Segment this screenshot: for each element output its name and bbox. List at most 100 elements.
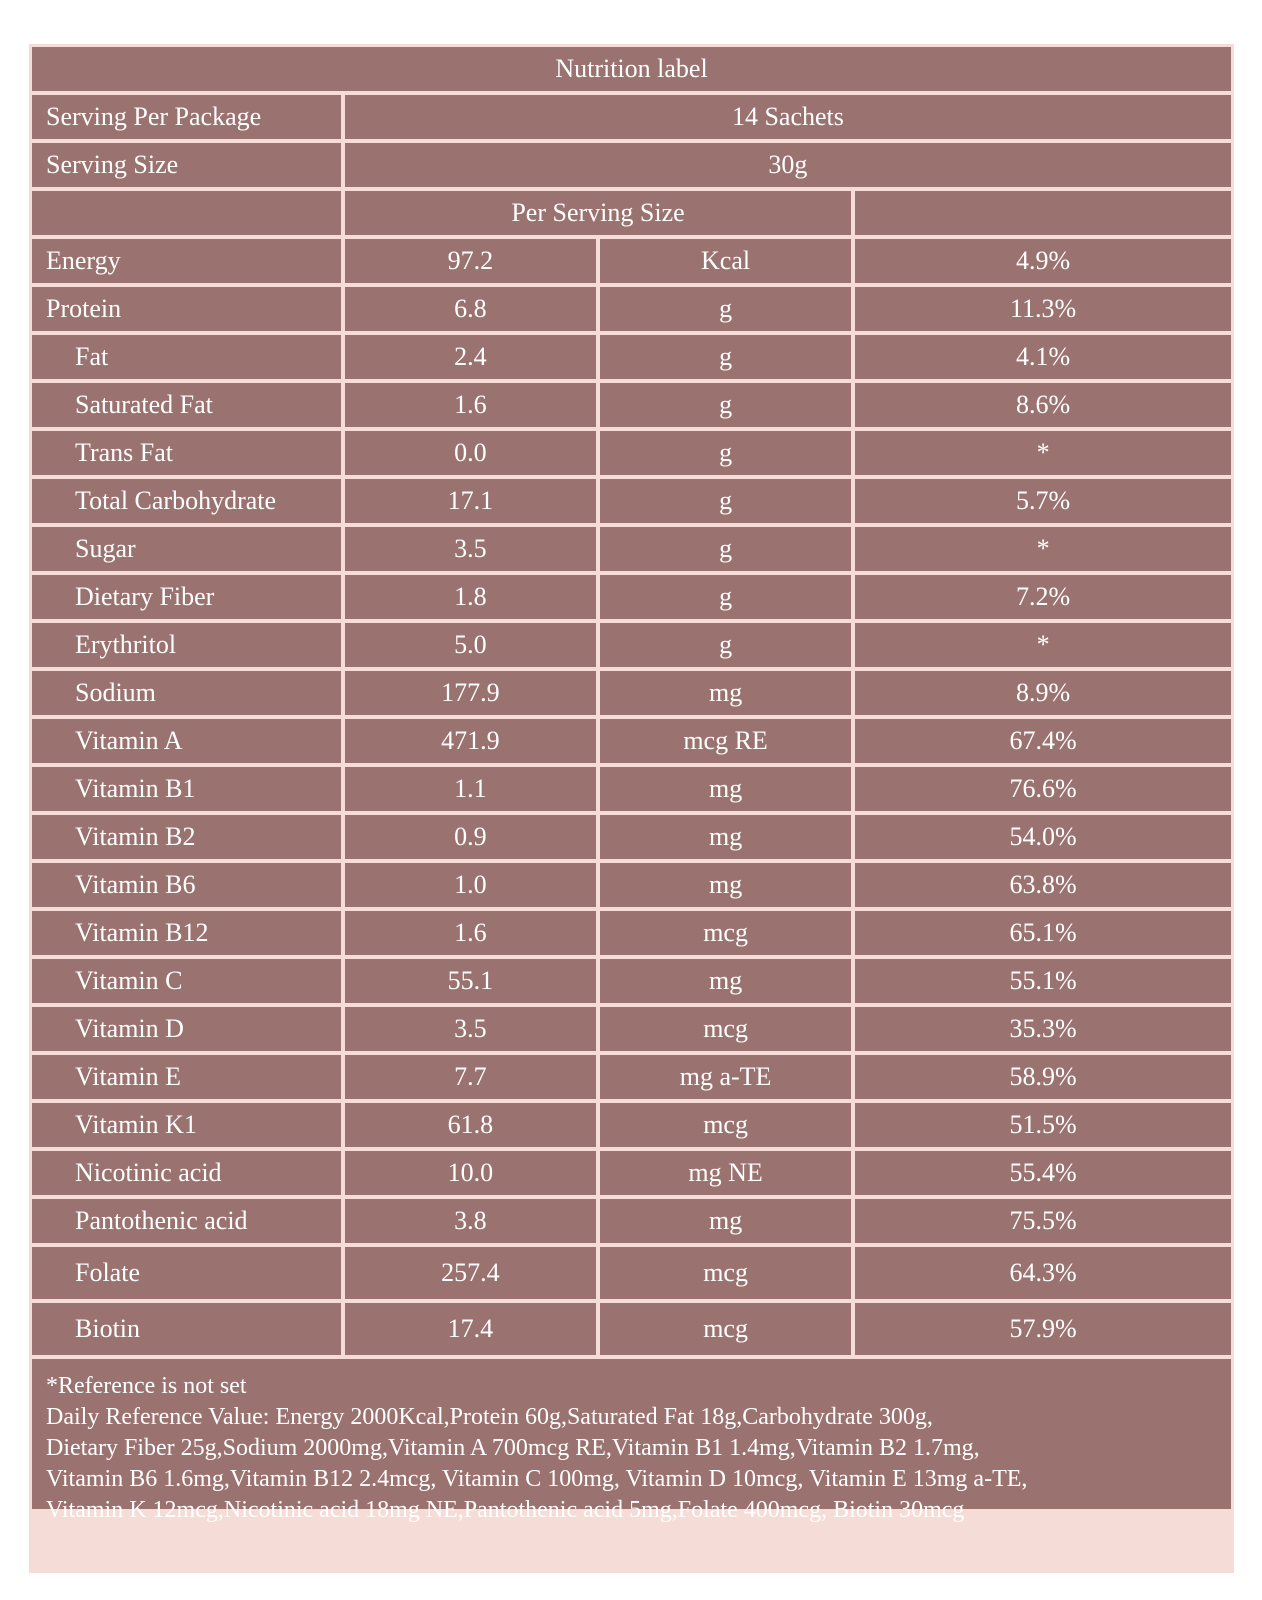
nutrient-row: Trans Fat 0.0 g *: [32, 431, 1231, 475]
nutrient-row: Fat 2.4 g 4.1%: [32, 335, 1231, 379]
nutrient-unit: mg: [600, 671, 852, 715]
nutrient-row: Total Carbohydrate 17.1 g 5.7%: [32, 479, 1231, 523]
nutrient-daily-value: *: [855, 623, 1231, 667]
nutrient-unit: g: [600, 383, 852, 427]
nutrient-amount: 2.4: [344, 335, 596, 379]
nutrient-row: Pantothenic acid 3.8 mg 75.5%: [32, 1199, 1231, 1243]
nutrient-name: Nicotinic acid: [32, 1151, 341, 1195]
nutrient-unit: g: [600, 623, 852, 667]
footnote: *Reference is not set Daily Reference Va…: [32, 1359, 1231, 1523]
nutrient-row: Vitamin B12 1.6 mcg 65.1%: [32, 911, 1231, 955]
nutrient-unit: mcg: [600, 1303, 852, 1355]
nutrient-amount: 471.9: [344, 719, 596, 763]
nutrient-row: Dietary Fiber 1.8 g 7.2%: [32, 575, 1231, 619]
nutrient-amount: 3.5: [344, 527, 596, 571]
nutrient-unit: mcg: [600, 1247, 852, 1299]
nutrient-name: Fat: [32, 335, 341, 379]
nutrient-daily-value: 58.9%: [855, 1055, 1231, 1099]
nutrient-row: Sodium 177.9 mg 8.9%: [32, 671, 1231, 715]
nutrient-row: Vitamin C 55.1 mg 55.1%: [32, 959, 1231, 1003]
nutrient-name: Energy: [32, 239, 341, 283]
nutrient-name: Vitamin C: [32, 959, 341, 1003]
serving-per-package-value: 14 Sachets: [344, 95, 1231, 139]
header-dv-cell: [855, 191, 1231, 235]
nutrient-unit: g: [600, 287, 852, 331]
nutrient-amount: 1.8: [344, 575, 596, 619]
nutrient-daily-value: 4.9%: [855, 239, 1231, 283]
nutrient-row: Vitamin D 3.5 mcg 35.3%: [32, 1007, 1231, 1051]
nutrient-row: Energy 97.2 Kcal 4.9%: [32, 239, 1231, 283]
nutrient-daily-value: 7.2%: [855, 575, 1231, 619]
nutrient-daily-value: 4.1%: [855, 335, 1231, 379]
nutrient-unit: mcg: [600, 1007, 852, 1051]
nutrient-daily-value: 8.9%: [855, 671, 1231, 715]
nutrient-amount: 0.0: [344, 431, 596, 475]
nutrient-unit: mg: [600, 815, 852, 859]
nutrient-daily-value: 35.3%: [855, 1007, 1231, 1051]
nutrient-row: Sugar 3.5 g *: [32, 527, 1231, 571]
nutrient-name: Saturated Fat: [32, 383, 341, 427]
nutrient-daily-value: 57.9%: [855, 1303, 1231, 1355]
serving-per-package-label: Serving Per Package: [32, 95, 341, 139]
nutrient-name: Protein: [32, 287, 341, 331]
nutrient-daily-value: 51.5%: [855, 1103, 1231, 1147]
nutrition-table: Nutrition label Serving Per Package 14 S…: [28, 43, 1235, 1359]
nutrient-row: Vitamin A 471.9 mcg RE 67.4%: [32, 719, 1231, 763]
nutrient-name: Dietary Fiber: [32, 575, 341, 619]
serving-size-value: 30g: [344, 143, 1231, 187]
nutrient-name: Sugar: [32, 527, 341, 571]
nutrient-amount: 61.8: [344, 1103, 596, 1147]
nutrient-row: Vitamin B1 1.1 mg 76.6%: [32, 767, 1231, 811]
nutrient-unit: g: [600, 335, 852, 379]
nutrient-name: Vitamin K1: [32, 1103, 341, 1147]
nutrient-amount: 1.0: [344, 863, 596, 907]
nutrient-unit: Kcal: [600, 239, 852, 283]
nutrient-row: Vitamin B2 0.9 mg 54.0%: [32, 815, 1231, 859]
nutrient-amount: 7.7: [344, 1055, 596, 1099]
nutrient-unit: g: [600, 527, 852, 571]
nutrient-name: Vitamin B6: [32, 863, 341, 907]
nutrient-unit: mcg: [600, 911, 852, 955]
nutrient-daily-value: 8.6%: [855, 383, 1231, 427]
nutrient-unit: mcg: [600, 1103, 852, 1147]
nutrient-row: Protein 6.8 g 11.3%: [32, 287, 1231, 331]
nutrient-daily-value: *: [855, 527, 1231, 571]
nutrient-daily-value: 64.3%: [855, 1247, 1231, 1299]
nutrient-unit: mcg RE: [600, 719, 852, 763]
nutrient-unit: mg a-TE: [600, 1055, 852, 1099]
nutrient-amount: 17.4: [344, 1303, 596, 1355]
nutrient-name: Vitamin B12: [32, 911, 341, 955]
nutrient-name: Pantothenic acid: [32, 1199, 341, 1243]
nutrient-amount: 17.1: [344, 479, 596, 523]
nutrient-amount: 55.1: [344, 959, 596, 1003]
nutrient-name: Vitamin A: [32, 719, 341, 763]
nutrient-name: Folate: [32, 1247, 341, 1299]
nutrient-daily-value: 11.3%: [855, 287, 1231, 331]
nutrient-name: Biotin: [32, 1303, 341, 1355]
nutrient-name: Vitamin E: [32, 1055, 341, 1099]
nutrient-daily-value: 54.0%: [855, 815, 1231, 859]
nutrient-daily-value: *: [855, 431, 1231, 475]
serving-size-label: Serving Size: [32, 143, 341, 187]
nutrient-unit: mg: [600, 863, 852, 907]
per-serving-header: Per Serving Size: [344, 191, 852, 235]
nutrient-unit: g: [600, 431, 852, 475]
nutrient-amount: 97.2: [344, 239, 596, 283]
nutrient-row: Vitamin B6 1.0 mg 63.8%: [32, 863, 1231, 907]
nutrient-amount: 6.8: [344, 287, 596, 331]
nutrient-row: Vitamin K1 61.8 mcg 51.5%: [32, 1103, 1231, 1147]
nutrient-row: Nicotinic acid 10.0 mg NE 55.4%: [32, 1151, 1231, 1195]
nutrient-row: Biotin 17.4 mcg 57.9%: [32, 1303, 1231, 1355]
nutrient-daily-value: 65.1%: [855, 911, 1231, 955]
nutrient-amount: 177.9: [344, 671, 596, 715]
nutrient-row: Vitamin E 7.7 mg a-TE 58.9%: [32, 1055, 1231, 1099]
nutrient-name: Vitamin B2: [32, 815, 341, 859]
nutrient-row: Erythritol 5.0 g *: [32, 623, 1231, 667]
nutrient-daily-value: 67.4%: [855, 719, 1231, 763]
nutrient-name: Trans Fat: [32, 431, 341, 475]
nutrient-amount: 3.8: [344, 1199, 596, 1243]
nutrient-daily-value: 76.6%: [855, 767, 1231, 811]
nutrient-unit: mg NE: [600, 1151, 852, 1195]
nutrient-amount: 1.6: [344, 383, 596, 427]
nutrient-unit: g: [600, 479, 852, 523]
